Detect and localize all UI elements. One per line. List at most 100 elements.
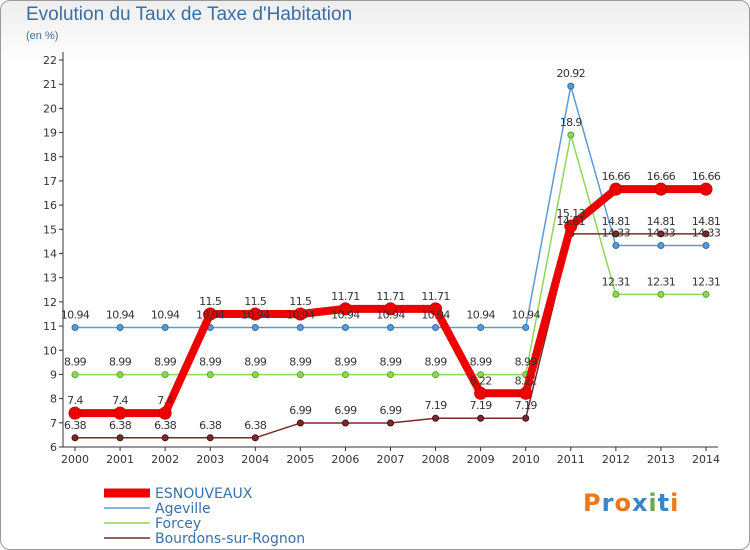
series-point	[564, 219, 578, 233]
series-point	[612, 242, 620, 250]
series-point	[567, 82, 575, 90]
y-tick-label: 22	[43, 54, 57, 67]
series-point	[702, 242, 710, 250]
data-label: 8.22	[515, 374, 537, 387]
data-label: 14.33	[647, 227, 676, 240]
data-label: 8.99	[334, 356, 357, 369]
series-point	[432, 371, 440, 379]
data-label: 8.99	[379, 356, 402, 369]
data-label: 7.4	[67, 394, 83, 407]
data-label: 10.94	[421, 309, 450, 322]
data-label: 11.5	[199, 295, 222, 308]
data-label: 15.13	[557, 207, 586, 220]
series-point	[657, 242, 665, 250]
series-point	[206, 371, 214, 379]
data-label: 7.4	[157, 394, 173, 407]
series-point	[116, 371, 124, 379]
series-point	[567, 131, 575, 139]
x-tick-label: 2012	[602, 453, 630, 466]
data-label: 7.19	[470, 399, 493, 412]
series-point	[71, 434, 79, 442]
data-label: 10.94	[106, 309, 135, 322]
y-tick-label: 7	[50, 417, 57, 430]
chart-axes: 6 7 8 9 10 11 12 13 14 15 16 17 18 19 20 21 22 2000 2001 20…	[43, 52, 720, 466]
data-label: 8.99	[64, 356, 87, 369]
data-label: 7.19	[425, 399, 448, 412]
series-point	[206, 434, 214, 442]
y-tick-label: 10	[43, 344, 57, 357]
logo-letter: x	[631, 489, 649, 517]
data-label: 16.66	[647, 170, 676, 183]
series-point	[341, 419, 349, 427]
data-label: 18.9	[560, 116, 583, 129]
series-point	[477, 324, 485, 332]
series-point	[161, 371, 169, 379]
x-tick-label: 2004	[241, 453, 269, 466]
series-point	[519, 386, 533, 400]
x-tick-label: 2011	[557, 453, 585, 466]
y-tick-label: 19	[43, 127, 57, 140]
data-label: 11.71	[376, 290, 405, 303]
y-tick-label: 20	[43, 102, 57, 115]
data-label: 6.99	[379, 404, 402, 417]
data-label: 7.19	[515, 399, 538, 412]
series-point	[71, 371, 79, 379]
series-point	[296, 371, 304, 379]
series-point	[477, 414, 485, 422]
legend-label: ESNOUVEAUX	[155, 486, 253, 502]
chart-legend: ESNOUVEAUXAgevilleForceyBourdons-sur-Rog…	[104, 486, 305, 547]
series-point	[429, 302, 443, 316]
data-label: 10.94	[376, 309, 405, 322]
data-label: 10.94	[196, 309, 225, 322]
data-label: 12.31	[602, 275, 631, 288]
data-label: 10.94	[466, 309, 495, 322]
data-label: 8.99	[244, 356, 267, 369]
series-point	[71, 324, 79, 332]
data-label: 7.4	[112, 394, 128, 407]
proxiti-logo: Proxiti	[583, 489, 679, 517]
data-label: 6.99	[289, 404, 312, 417]
data-label: 8.99	[154, 356, 177, 369]
chart-series	[68, 82, 713, 442]
series-point	[702, 230, 710, 238]
series-point	[612, 290, 620, 298]
series-point	[387, 419, 394, 427]
y-tick-label: 12	[43, 296, 57, 309]
legend-label: Forcey	[155, 516, 201, 532]
data-label: 14.81	[692, 215, 721, 228]
y-tick-label: 18	[43, 151, 57, 164]
chart-data-labels: 10.94 10.94 10.94 10.94 10.94 10.94 10.94 10.94…	[61, 67, 722, 432]
data-label: 10.94	[511, 309, 540, 322]
series-point	[341, 324, 349, 332]
series-point	[341, 371, 349, 379]
x-tick-label: 2013	[647, 453, 675, 466]
series-point	[161, 324, 169, 332]
chart-title: Evolution du Taux de Taxe d'Habitation	[26, 4, 353, 25]
series-point	[68, 406, 82, 420]
x-tick-label: 2002	[151, 453, 179, 466]
y-tick-label: 9	[50, 368, 57, 381]
y-tick-label: 14	[43, 248, 57, 261]
data-label: 14.81	[557, 215, 586, 228]
x-tick-label: 2000	[61, 453, 89, 466]
series-point	[296, 419, 304, 427]
data-label: 10.94	[61, 309, 90, 322]
x-tick-label: 2010	[512, 453, 540, 466]
series-point	[612, 230, 620, 238]
data-label: 14.81	[647, 215, 676, 228]
series-point	[116, 434, 124, 442]
data-label: 12.31	[692, 275, 721, 288]
series-point	[203, 307, 217, 321]
logo-letter: i	[648, 489, 658, 517]
series-point	[113, 406, 127, 420]
series-point	[251, 324, 259, 332]
data-label: 6.38	[64, 419, 87, 432]
data-label: 10.94	[151, 309, 180, 322]
series-point	[474, 386, 488, 400]
data-label: 11.71	[421, 290, 450, 303]
series-point	[699, 182, 713, 196]
legend-label: Bourdons-sur-Rognon	[155, 531, 305, 547]
series-point	[657, 230, 665, 238]
legend-label: Ageville	[155, 501, 211, 517]
